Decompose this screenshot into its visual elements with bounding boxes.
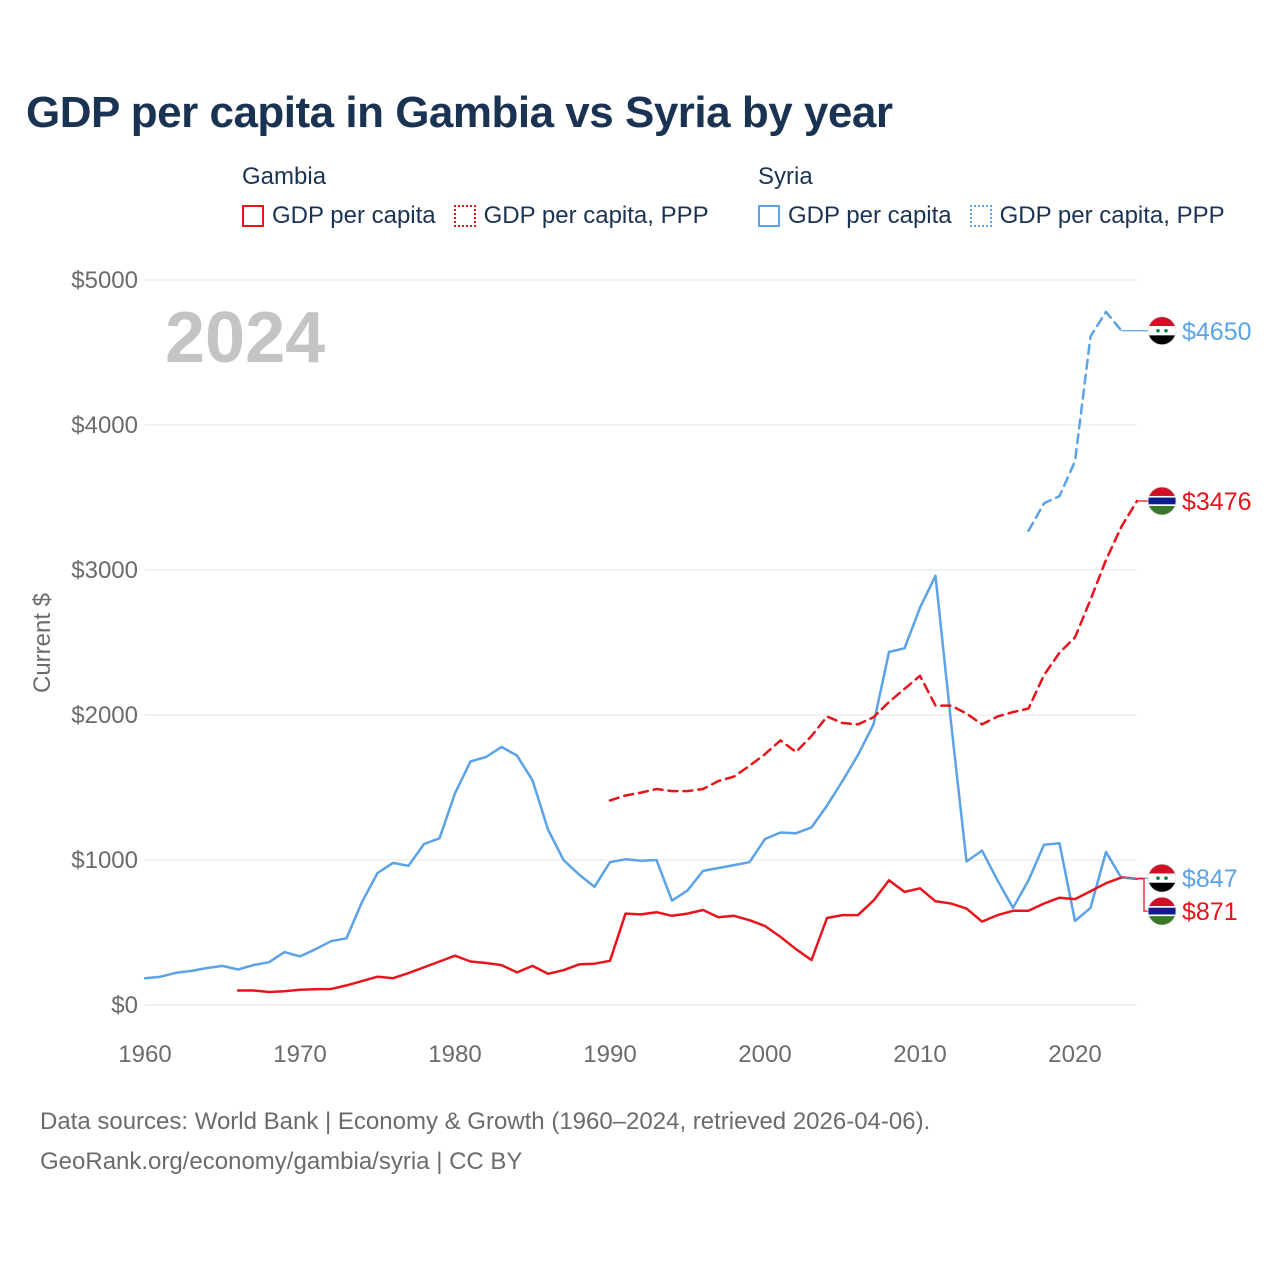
legend-label-gambia-gdp: GDP per capita [272, 202, 436, 229]
x-tick-label: 1970 [273, 1041, 326, 1068]
x-tick-label: 2020 [1048, 1041, 1101, 1068]
series-line-gambia-gdp-per-capita-ppp[interactable] [608, 499, 1139, 802]
legend-swatch-gambia-ppp [453, 205, 476, 227]
legend-swatch-syria-gdp [758, 205, 780, 227]
legend-title-syria: Syria [758, 163, 813, 190]
tick-layer: $0 $1000 $2000 $3000 $4000 $5000 1960 1970 1980 1… [71, 267, 1101, 1068]
x-tick-label: 2010 [893, 1041, 946, 1068]
series-line-syria-gdp-per-capita[interactable] [143, 574, 1123, 980]
x-tick-label: 1980 [428, 1041, 481, 1068]
x-tick-label: 1990 [583, 1041, 636, 1068]
y-tick-label: $1000 [71, 847, 138, 874]
syria-flag-icon [1147, 863, 1177, 893]
x-tick-label: 2000 [738, 1041, 791, 1068]
legend-swatch-syria-ppp [969, 205, 992, 227]
series-layer [143, 310, 1139, 994]
attribution-link[interactable]: GeoRank.org/economy/gambia/syria | CC BY [40, 1148, 523, 1175]
legend-item-syria-gdp[interactable]: GDP per capita [758, 202, 952, 230]
series-line-gambia-gdp-per-capita[interactable] [236, 876, 1139, 994]
legend-group-syria: Syria GDP per capita GDP per capita, PPP [758, 160, 1243, 230]
legend-label-gambia-ppp: GDP per capita, PPP [483, 202, 709, 229]
legend-label-syria-ppp: GDP per capita, PPP [999, 202, 1225, 229]
legend-item-gambia-gdp[interactable]: GDP per capita [242, 202, 436, 230]
legend-label-syria-gdp: GDP per capita [788, 202, 952, 229]
end-value-label: $3476 [1182, 488, 1252, 516]
y-axis-label: Current $ [29, 593, 56, 693]
end-label-layer: $4650 $3476 $847 $871 [1121, 316, 1252, 926]
syria-flag-icon [1147, 316, 1177, 346]
legend-group-gambia: Gambia GDP per capita GDP per capita, PP… [242, 160, 727, 230]
legend-title-gambia: Gambia [242, 163, 327, 190]
y-tick-label: $5000 [71, 267, 138, 294]
end-label-connector [1137, 878, 1148, 912]
data-source-note: Data sources: World Bank | Economy & Gro… [40, 1108, 931, 1135]
grid-layer [145, 279, 1137, 1006]
end-value-label: $847 [1182, 865, 1238, 893]
end-value-label: $871 [1182, 898, 1238, 926]
legend-item-syria-ppp[interactable]: GDP per capita, PPP [969, 202, 1225, 230]
year-watermark: 2024 [165, 298, 325, 378]
chart-title: GDP per capita in Gambia vs Syria by yea… [26, 88, 893, 137]
y-tick-label: $3000 [71, 557, 138, 584]
series-line-syria-gdp-per-capita-ppp[interactable] [1027, 310, 1123, 533]
y-tick-label: $0 [111, 992, 138, 1019]
gambia-flag-icon [1147, 896, 1177, 926]
y-tick-label: $2000 [71, 702, 138, 729]
legend-swatch-gambia-gdp [242, 205, 264, 227]
legend-item-gambia-ppp[interactable]: GDP per capita, PPP [453, 202, 709, 230]
gambia-flag-icon [1147, 486, 1177, 516]
end-value-label: $4650 [1182, 318, 1252, 346]
x-tick-label: 1960 [118, 1041, 171, 1068]
y-tick-label: $4000 [71, 412, 138, 439]
